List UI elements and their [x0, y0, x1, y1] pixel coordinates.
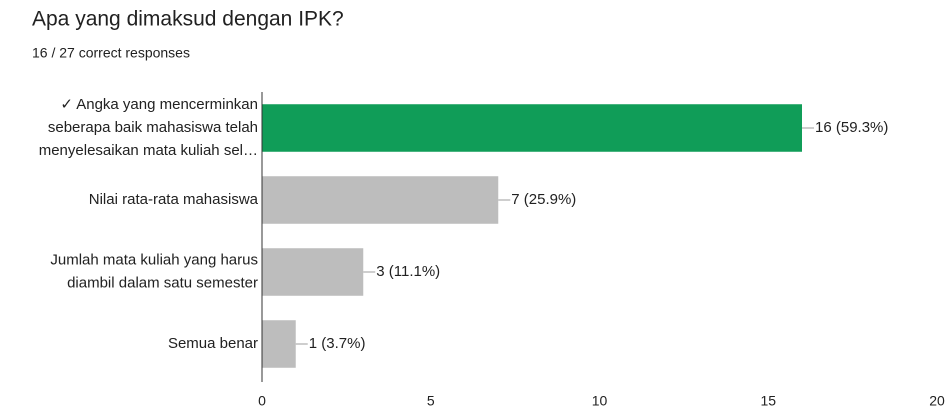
x-tick-label: 10 [592, 393, 608, 409]
y-tick-label: Semua benar [168, 335, 258, 352]
chart-title: Apa yang dimaksud dengan IPK? [32, 8, 344, 31]
y-tick-label: ✓ Angka yang mencerminkan [60, 96, 258, 113]
y-tick-label: seberapa baik mahasiswa telah [48, 119, 258, 136]
value-label: 16 (59.3%) [815, 119, 888, 136]
y-tick-label: Jumlah mata kuliah yang harus [50, 251, 258, 268]
value-label: 7 (25.9%) [511, 191, 576, 208]
bar [262, 320, 296, 368]
y-tick-label: menyelesaikan mata kuliah sel… [39, 142, 258, 159]
x-tick-label: 0 [258, 393, 266, 409]
bar [262, 104, 802, 152]
value-label: 1 (3.7%) [309, 335, 366, 352]
x-tick-label: 5 [427, 393, 435, 409]
chart-subtitle: 16 / 27 correct responses [32, 45, 190, 61]
y-tick-label: diambil dalam satu semester [67, 274, 258, 291]
y-tick-label: Nilai rata-rata mahasiswa [89, 191, 259, 208]
bar [262, 176, 499, 224]
value-label: 3 (11.1%) [376, 263, 440, 280]
x-tick-label: 15 [760, 393, 776, 409]
bar [262, 248, 364, 296]
x-tick-label: 20 [929, 393, 945, 409]
